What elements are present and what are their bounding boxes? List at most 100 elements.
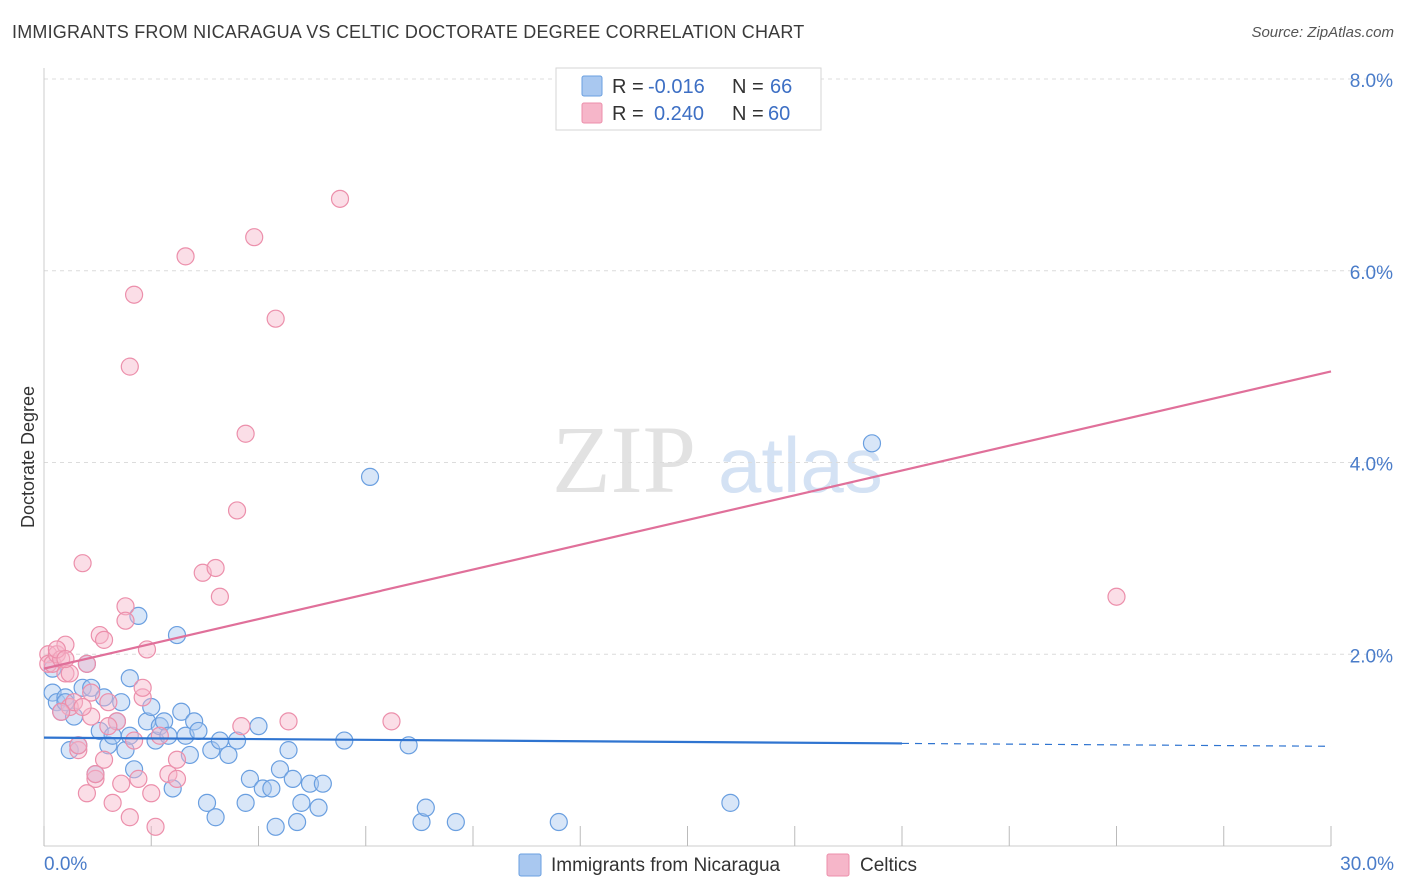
point-nicaragua-41 [219, 745, 238, 765]
point-nicaragua-52 [288, 812, 307, 832]
trend-lines [43, 370, 1332, 747]
point-celtics-10 [73, 554, 92, 573]
point-celtics-13 [86, 769, 105, 788]
point-celtics-15 [94, 630, 114, 649]
point-celtics-33 [167, 769, 187, 788]
legend-n-label-2: N = [732, 103, 764, 125]
legend-r-value-1: -0.016 [648, 76, 705, 98]
point-celtics-41 [245, 228, 264, 247]
point-celtics-19 [112, 774, 131, 793]
point-celtics-38 [227, 501, 247, 520]
point-celtics-6 [56, 664, 75, 683]
legend-r-label-2: R = [612, 103, 644, 125]
point-nicaragua-54 [300, 774, 320, 793]
point-nicaragua-65 [862, 434, 882, 453]
x-tick-label-max: 30.0% [1340, 854, 1394, 875]
bottom-legend-swatch-pink [826, 853, 850, 877]
series-legend: Immigrants from Nicaragua Celtics [518, 853, 917, 877]
point-nicaragua-4 [56, 688, 75, 707]
gridlines: 2.0% 4.0% 6.0% 8.0% [44, 71, 1394, 667]
point-celtics-56 [73, 697, 92, 717]
point-nicaragua-42 [227, 731, 247, 750]
point-celtics-32 [167, 750, 187, 769]
point-celtics-46 [77, 784, 97, 803]
point-celtics-51 [69, 736, 88, 755]
data-points [39, 189, 1126, 836]
point-celtics-36 [206, 558, 225, 578]
point-nicaragua-44 [240, 769, 260, 788]
trend-line-nicaragua [43, 736, 903, 745]
point-nicaragua-49 [270, 760, 290, 779]
point-celtics-31 [159, 764, 178, 784]
trend-line-nicaragua-extension [901, 742, 1332, 747]
legend-r-value-2: 0.240 [654, 103, 704, 125]
point-celtics-44 [330, 189, 350, 208]
point-nicaragua-37 [197, 793, 217, 812]
point-nicaragua-30 [163, 779, 182, 798]
point-celtics-20 [116, 597, 135, 616]
point-celtics-26 [133, 688, 152, 707]
point-celtics-9 [69, 741, 88, 760]
legend-n-value-1: 66 [770, 76, 792, 98]
point-celtics-29 [146, 817, 165, 836]
point-celtics-47 [82, 683, 101, 702]
watermark-zip: ZIP [552, 406, 696, 513]
point-nicaragua-21 [120, 669, 139, 688]
point-celtics-21 [116, 611, 135, 630]
point-celtics-37 [210, 587, 229, 606]
point-celtics-42 [266, 309, 285, 328]
point-celtics-39 [232, 717, 251, 736]
point-nicaragua-58 [360, 467, 380, 486]
point-nicaragua-51 [283, 769, 302, 788]
legend-n-value-2: 60 [768, 103, 790, 125]
point-nicaragua-39 [206, 808, 225, 827]
point-nicaragua-48 [266, 817, 285, 836]
point-celtics-25 [129, 769, 148, 788]
point-nicaragua-43 [236, 793, 255, 812]
point-celtics-23 [120, 808, 139, 827]
point-celtics-24 [124, 285, 144, 304]
point-nicaragua-53 [292, 793, 311, 812]
point-nicaragua-56 [313, 774, 332, 793]
bottom-legend-swatch-blue [518, 853, 542, 877]
legend-n-label-1: N = [732, 76, 764, 98]
bottom-legend-label-pink: Celtics [860, 855, 917, 876]
watermark-atlas: atlas [718, 421, 883, 509]
point-celtics-58 [124, 731, 144, 750]
point-nicaragua-60 [412, 812, 431, 832]
point-nicaragua-18 [112, 693, 131, 712]
legend-r-label-1: R = [612, 76, 644, 98]
point-celtics-34 [176, 247, 195, 266]
correlation-legend: R = -0.016 N = 66 R = 0.240 N = 60 [555, 67, 822, 131]
y-tick-label-4: 4.0% [1350, 455, 1393, 476]
point-celtics-49 [52, 702, 71, 721]
point-celtics-18 [107, 712, 127, 731]
bottom-legend-label-blue: Immigrants from Nicaragua [551, 855, 781, 876]
point-celtics-30 [150, 726, 169, 745]
point-celtics-48 [60, 664, 79, 683]
point-celtics-28 [142, 784, 161, 803]
legend-swatch-pink [581, 102, 603, 124]
point-nicaragua-62 [446, 812, 465, 832]
point-nicaragua-64 [721, 793, 740, 812]
point-celtics-59 [1107, 587, 1126, 606]
y-tick-label-6: 6.0% [1350, 263, 1393, 284]
point-celtics-52 [133, 678, 152, 697]
x-tick-label-min: 0.0% [44, 854, 87, 875]
point-celtics-40 [236, 424, 255, 443]
point-celtics-5 [56, 635, 75, 654]
chart-title: IMMIGRANTS FROM NICARAGUA VS CELTIC DOCT… [12, 22, 805, 42]
y-tick-label-2: 2.0% [1350, 646, 1393, 667]
axes [43, 68, 1332, 847]
source-credit: Source: ZipAtlas.com [1251, 24, 1394, 41]
point-celtics-50 [94, 750, 114, 769]
point-celtics-43 [279, 712, 298, 731]
point-nicaragua-15 [99, 736, 118, 755]
point-nicaragua-11 [82, 678, 101, 697]
point-nicaragua-47 [262, 779, 281, 798]
y-axis-label: Doctorate Degree [18, 386, 38, 528]
point-nicaragua-36 [189, 721, 208, 741]
point-celtics-57 [99, 717, 118, 736]
point-nicaragua-35 [185, 712, 204, 731]
